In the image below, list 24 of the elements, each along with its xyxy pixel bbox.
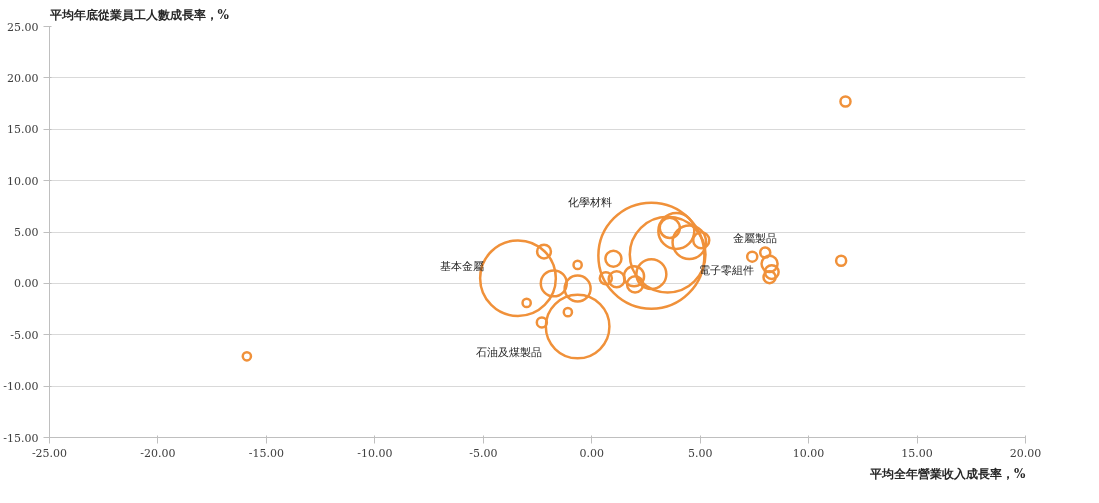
- y-tick-label: -10.00: [3, 380, 39, 394]
- y-tick-label: 0.00: [14, 277, 39, 291]
- x-tick-label: 20.00: [1009, 446, 1042, 460]
- y-tick-label: 10.00: [7, 174, 39, 188]
- x-tick-label: -20.00: [140, 446, 176, 460]
- x-tick-label: 15.00: [901, 446, 933, 460]
- x-axis-title: 平均全年營業收入成長率，%: [869, 466, 1027, 481]
- annotation: 化學材料: [567, 195, 612, 209]
- annotation: 石油及煤製品: [476, 345, 543, 359]
- x-tick-label: 5.00: [687, 446, 713, 460]
- x-tick-label: -5.00: [469, 446, 498, 460]
- y-tick-label: 15.00: [7, 123, 39, 137]
- y-tick-label: 20.00: [7, 71, 39, 85]
- y-tick-label: 5.00: [14, 226, 39, 239]
- annotation: 金屬製品: [733, 231, 778, 245]
- y-tick-label: -15.00: [3, 431, 39, 445]
- y-axis-title: 平均年底從業員工人數成長率，%: [48, 7, 230, 22]
- y-tick-label: -5.00: [10, 328, 39, 342]
- x-tick-label: -25.00: [31, 446, 68, 460]
- x-tick-label: -10.00: [357, 446, 393, 460]
- x-tick-label: 0.00: [579, 446, 604, 460]
- x-tick-label: -15.00: [248, 446, 284, 460]
- x-tick-label: 10.00: [792, 446, 825, 460]
- y-tick-label: 25.00: [7, 20, 39, 34]
